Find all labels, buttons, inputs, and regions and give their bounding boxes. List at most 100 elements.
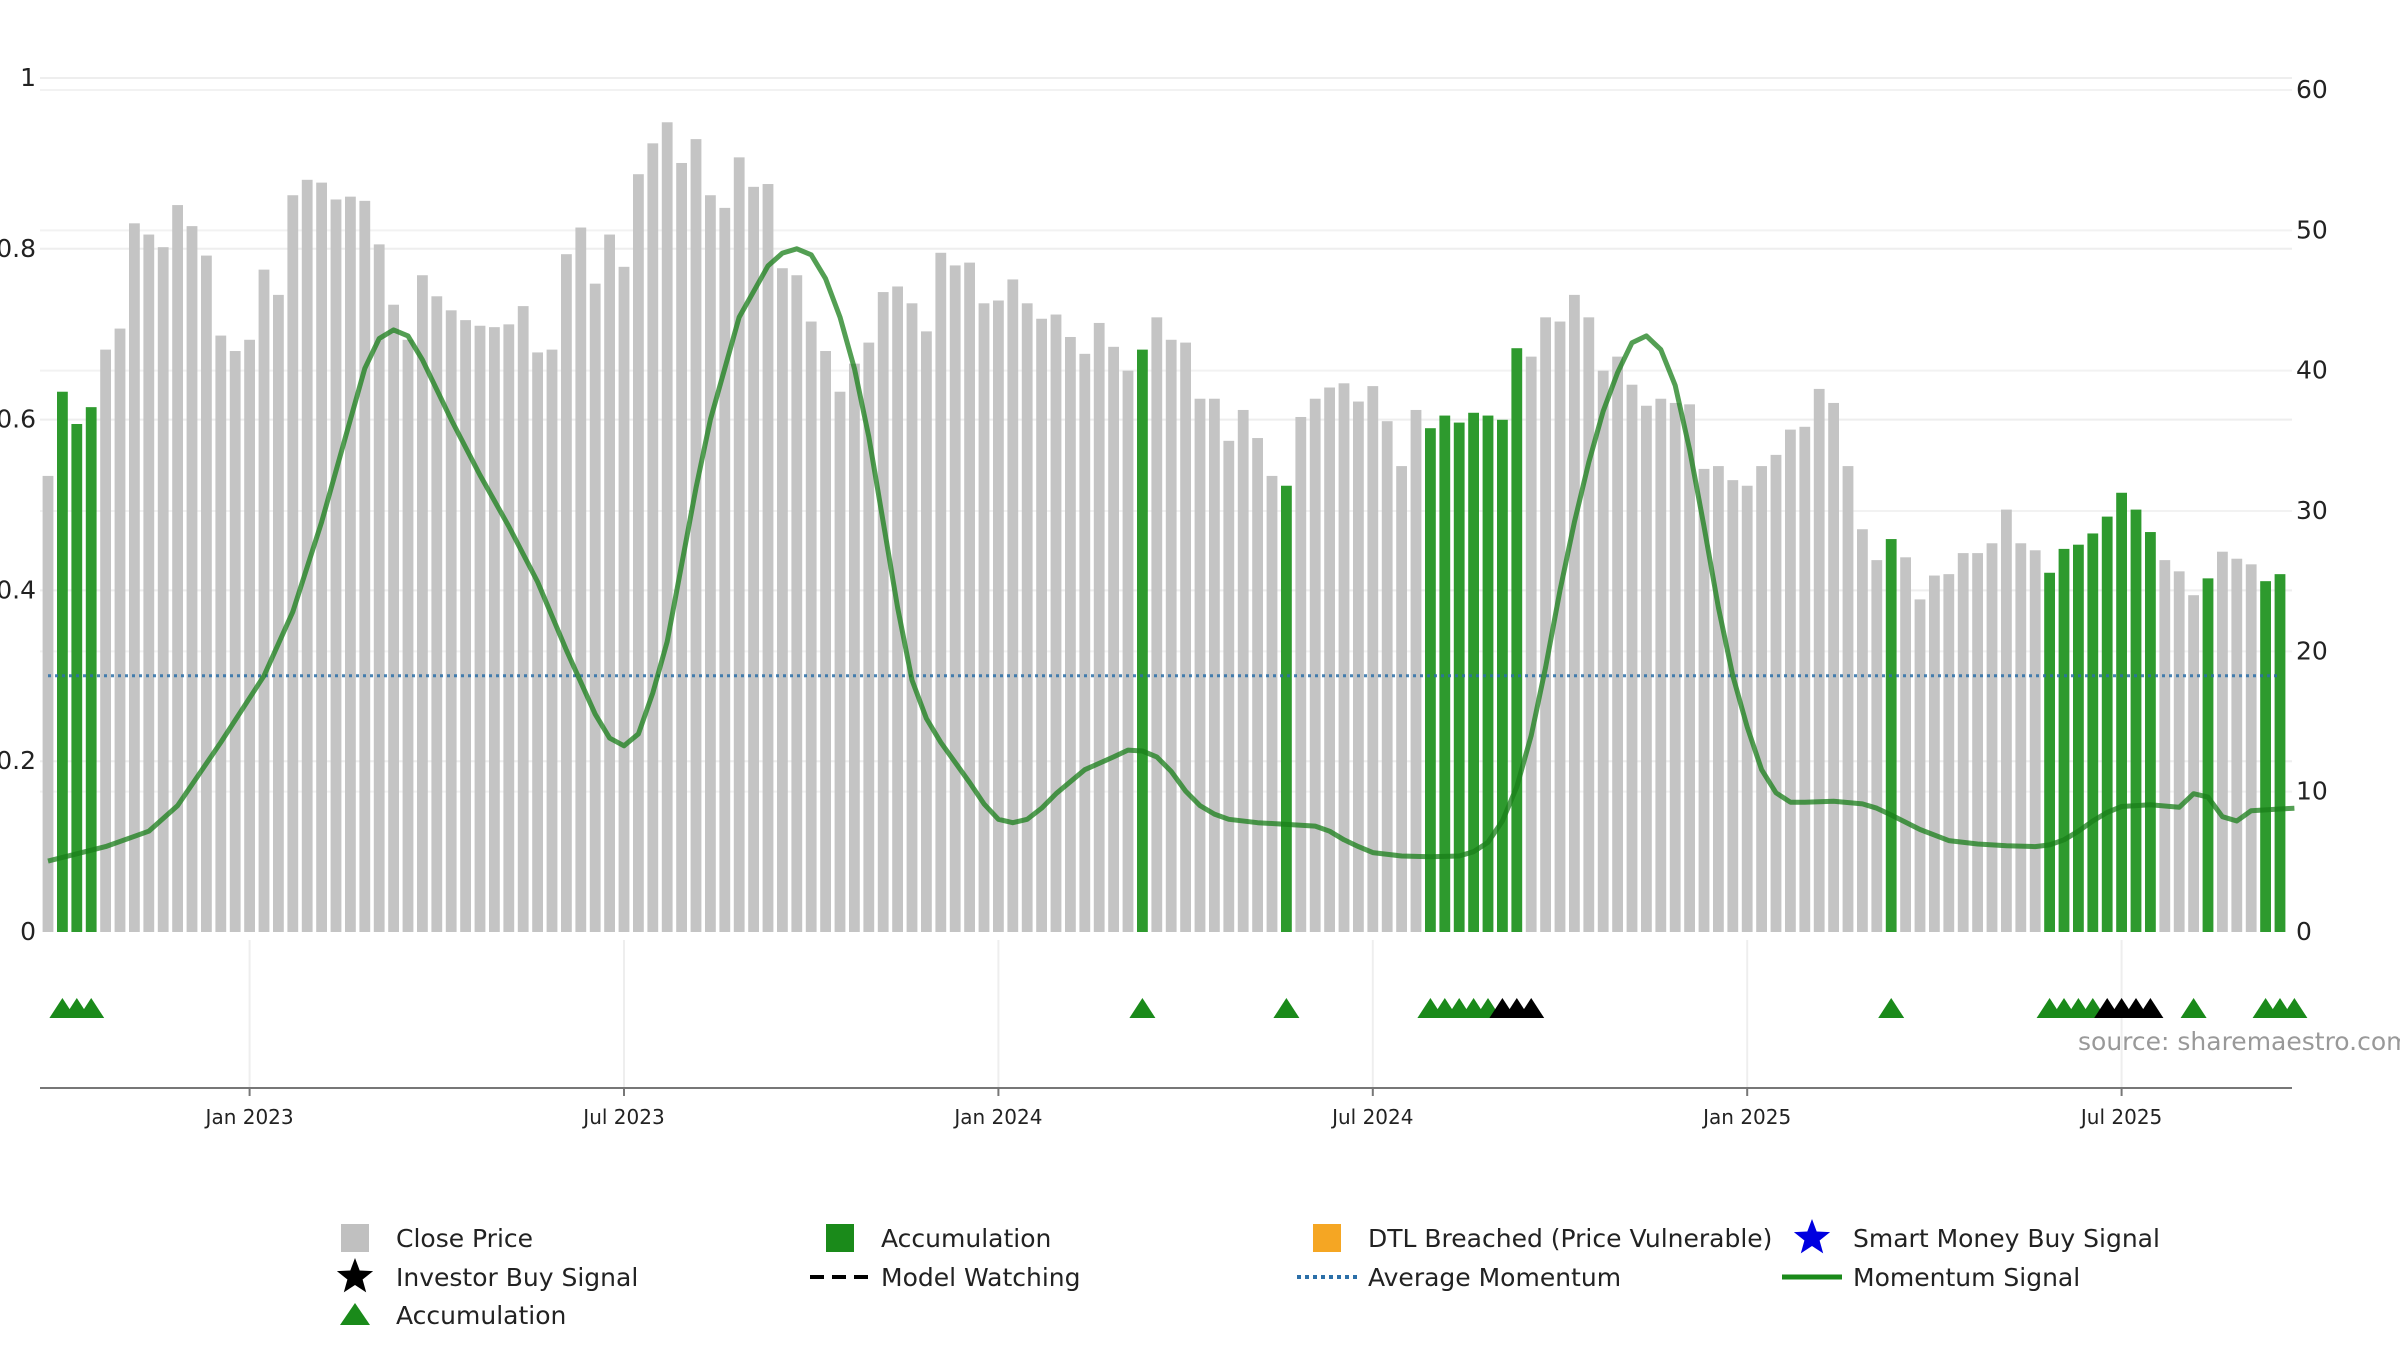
price-bar xyxy=(244,339,255,932)
price-bar xyxy=(2231,558,2243,932)
price-bar xyxy=(849,363,860,932)
accumulation-bar xyxy=(1468,412,1479,932)
legend-square-icon xyxy=(1313,1224,1341,1252)
price-bar xyxy=(2015,543,2027,932)
price-bar xyxy=(42,475,54,932)
accumulation-bar xyxy=(1453,422,1465,932)
price-bar xyxy=(330,199,342,932)
price-bar xyxy=(733,157,745,933)
price-bar xyxy=(1367,386,1379,933)
price-bar xyxy=(445,310,457,932)
right-y-axis: 0 10 20 30 40 50 60 xyxy=(2296,75,2328,946)
price-bar xyxy=(1223,440,1235,932)
accumulation-marker xyxy=(2281,998,2308,1018)
price-bar xyxy=(258,269,270,932)
price-bar xyxy=(1641,405,1652,932)
legend-label: Momentum Signal xyxy=(1853,1263,2080,1292)
price-bar xyxy=(993,300,1004,932)
accumulation-bar xyxy=(2130,509,2142,932)
price-bar xyxy=(1597,370,1609,932)
accumulation-bar xyxy=(1885,539,1897,932)
price-bar xyxy=(1554,321,1566,932)
accumulation-marker xyxy=(1878,998,1905,1018)
price-bar xyxy=(1583,317,1595,933)
price-bar xyxy=(2188,595,2199,932)
legend-label: Average Momentum xyxy=(1368,1263,1621,1292)
price-bar xyxy=(1324,387,1335,932)
right-y-tick-label: 40 xyxy=(2296,356,2328,385)
price-bar xyxy=(719,207,731,932)
price-bar xyxy=(1540,317,1551,933)
price-bar xyxy=(1151,317,1163,933)
price-bar xyxy=(834,391,846,933)
price-bar xyxy=(460,320,471,932)
price-bar xyxy=(474,325,486,932)
accumulation-bar xyxy=(1482,415,1494,932)
price-bar xyxy=(2029,550,2041,932)
price-bar xyxy=(2001,509,2012,932)
price-bar xyxy=(1108,346,1119,932)
price-bar xyxy=(705,195,716,932)
accumulation-bar xyxy=(2044,572,2055,932)
accumulation-bar xyxy=(2116,492,2127,932)
price-bar xyxy=(2217,551,2228,932)
left-y-axis: 0 0.2 0.4 0.6 0.8 1 xyxy=(0,63,36,946)
price-bar xyxy=(489,327,500,932)
accumulation-bar xyxy=(2087,533,2099,932)
price-bar xyxy=(2245,564,2257,932)
price-bar xyxy=(1036,318,1047,932)
price-bar xyxy=(690,139,702,932)
accumulation-marker xyxy=(78,998,105,1018)
price-bar xyxy=(1612,356,1623,932)
price-bar xyxy=(402,339,414,932)
price-bar xyxy=(1252,438,1263,932)
price-bar xyxy=(1007,279,1019,932)
price-bar xyxy=(906,303,918,932)
price-bar xyxy=(1194,398,1206,933)
momentum-signal-path xyxy=(47,246,2295,864)
price-bar xyxy=(1857,529,1868,932)
legend-label: Accumulation xyxy=(396,1301,566,1330)
momentum-signal-line xyxy=(47,246,2295,864)
price-bar xyxy=(2159,560,2171,932)
price-bar xyxy=(1079,353,1091,933)
price-bar xyxy=(1655,398,1667,933)
right-y-tick-label: 10 xyxy=(2296,777,2328,806)
price-bar xyxy=(618,266,630,932)
source-watermark: source: sharemaestro.com xyxy=(2078,1027,2400,1056)
price-bar xyxy=(791,275,803,932)
price-bar xyxy=(1986,543,1998,932)
price-bar xyxy=(157,247,169,933)
price-bar xyxy=(1698,468,1710,932)
price-bar xyxy=(1525,356,1537,932)
price-bar xyxy=(805,321,817,932)
accumulation-bar xyxy=(2073,544,2084,932)
price-bar xyxy=(1410,409,1422,933)
right-y-tick-label: 30 xyxy=(2296,496,2328,525)
accumulation-bar xyxy=(2101,516,2113,932)
price-bar xyxy=(949,265,961,932)
accumulation-bar xyxy=(85,407,97,932)
price-bar xyxy=(1957,553,1969,932)
price-bar xyxy=(1093,322,1105,932)
price-bar xyxy=(172,205,183,932)
price-bar xyxy=(1353,401,1364,932)
investor-buy-marker xyxy=(1518,998,1545,1018)
x-tick-label: Jul 2025 xyxy=(2079,1105,2162,1129)
price-bar xyxy=(1799,426,1811,932)
left-y-tick-label: 0 xyxy=(20,917,36,946)
accumulation-bar xyxy=(1137,349,1148,932)
legend-square-icon xyxy=(826,1224,854,1252)
price-bar xyxy=(532,352,543,932)
price-bar xyxy=(1669,402,1681,932)
price-bar xyxy=(777,268,788,933)
price-bar xyxy=(1309,398,1321,933)
accumulation-bar xyxy=(2058,548,2070,932)
price-bar xyxy=(978,303,990,932)
x-axis: Jan 2023 Jul 2023 Jan 2024 Jul 2024 Jan 2025… xyxy=(40,1087,2292,1129)
price-bar xyxy=(503,324,515,932)
left-y-tick-label: 0.2 xyxy=(0,746,36,775)
price-bar xyxy=(1713,466,1724,932)
price-bar xyxy=(1626,384,1638,932)
price-bar xyxy=(1180,342,1191,933)
